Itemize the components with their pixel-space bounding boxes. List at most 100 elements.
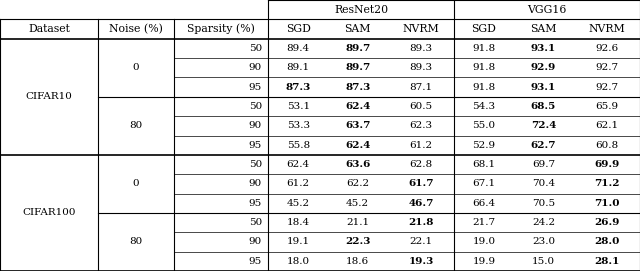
Text: 71.0: 71.0 <box>594 199 620 208</box>
Text: 95: 95 <box>249 199 262 208</box>
Text: 19.1: 19.1 <box>287 237 310 246</box>
Text: 19.0: 19.0 <box>472 237 495 246</box>
Text: 62.8: 62.8 <box>410 160 433 169</box>
Text: SAM: SAM <box>344 24 371 34</box>
Text: 50: 50 <box>249 102 262 111</box>
Text: 95: 95 <box>249 141 262 150</box>
Text: 15.0: 15.0 <box>532 257 555 266</box>
Text: 53.3: 53.3 <box>287 121 310 130</box>
Text: 54.3: 54.3 <box>472 102 495 111</box>
Text: 70.4: 70.4 <box>532 179 555 188</box>
Text: 89.3: 89.3 <box>410 63 433 72</box>
Text: 28.0: 28.0 <box>594 237 620 246</box>
Text: SAM: SAM <box>531 24 557 34</box>
Text: 65.9: 65.9 <box>595 102 618 111</box>
Text: 50: 50 <box>249 44 262 53</box>
Text: SGD: SGD <box>286 24 310 34</box>
Text: 46.7: 46.7 <box>408 199 433 208</box>
Text: 90: 90 <box>249 63 262 72</box>
Text: 22.1: 22.1 <box>410 237 433 246</box>
Text: 91.8: 91.8 <box>472 44 495 53</box>
Text: 21.1: 21.1 <box>346 218 369 227</box>
Text: 91.8: 91.8 <box>472 63 495 72</box>
Text: 89.4: 89.4 <box>287 44 310 53</box>
Text: 24.2: 24.2 <box>532 218 555 227</box>
Text: 92.9: 92.9 <box>531 63 556 72</box>
Text: 19.9: 19.9 <box>472 257 495 266</box>
Text: 95: 95 <box>249 83 262 92</box>
Text: 60.5: 60.5 <box>410 102 433 111</box>
Text: 61.2: 61.2 <box>287 179 310 188</box>
Text: 87.1: 87.1 <box>410 83 433 92</box>
Text: 63.6: 63.6 <box>345 160 371 169</box>
Text: 62.4: 62.4 <box>345 102 371 111</box>
Text: 18.4: 18.4 <box>287 218 310 227</box>
Text: 66.4: 66.4 <box>472 199 495 208</box>
Text: 53.1: 53.1 <box>287 102 310 111</box>
Text: 63.7: 63.7 <box>345 121 371 130</box>
Text: 22.3: 22.3 <box>345 237 371 246</box>
Text: 93.1: 93.1 <box>531 44 556 53</box>
Text: CIFAR100: CIFAR100 <box>22 208 76 217</box>
Text: 70.5: 70.5 <box>532 199 555 208</box>
Text: 90: 90 <box>249 121 262 130</box>
Text: 71.2: 71.2 <box>594 179 620 188</box>
Text: 89.7: 89.7 <box>345 44 371 53</box>
Text: 62.1: 62.1 <box>595 121 618 130</box>
Text: 52.9: 52.9 <box>472 141 495 150</box>
Text: 69.7: 69.7 <box>532 160 555 169</box>
Text: 18.0: 18.0 <box>287 257 310 266</box>
Text: 55.0: 55.0 <box>472 121 495 130</box>
Text: 89.7: 89.7 <box>345 63 371 72</box>
Text: 87.3: 87.3 <box>345 83 371 92</box>
Text: 21.8: 21.8 <box>408 218 433 227</box>
Text: 23.0: 23.0 <box>532 237 555 246</box>
Text: 95: 95 <box>249 257 262 266</box>
Text: NVRM: NVRM <box>403 24 439 34</box>
Text: 89.1: 89.1 <box>287 63 310 72</box>
Text: SGD: SGD <box>472 24 497 34</box>
Text: 55.8: 55.8 <box>287 141 310 150</box>
Text: 92.6: 92.6 <box>595 44 618 53</box>
Text: 62.4: 62.4 <box>345 141 371 150</box>
Text: 0: 0 <box>132 179 140 188</box>
Text: Sparsity (%): Sparsity (%) <box>188 24 255 34</box>
Text: 45.2: 45.2 <box>287 199 310 208</box>
Text: 92.7: 92.7 <box>595 63 618 72</box>
Text: 61.2: 61.2 <box>410 141 433 150</box>
Text: 61.7: 61.7 <box>408 179 434 188</box>
Text: 72.4: 72.4 <box>531 121 556 130</box>
Text: 69.9: 69.9 <box>594 160 620 169</box>
Text: Noise (%): Noise (%) <box>109 24 163 34</box>
Text: 21.7: 21.7 <box>472 218 495 227</box>
Text: 62.3: 62.3 <box>410 121 433 130</box>
Text: 50: 50 <box>249 218 262 227</box>
Text: 28.1: 28.1 <box>594 257 620 266</box>
Text: 45.2: 45.2 <box>346 199 369 208</box>
Text: 92.7: 92.7 <box>595 83 618 92</box>
Text: 67.1: 67.1 <box>472 179 495 188</box>
Text: 18.6: 18.6 <box>346 257 369 266</box>
Text: 50: 50 <box>249 160 262 169</box>
Text: 26.9: 26.9 <box>594 218 620 227</box>
Text: 93.1: 93.1 <box>531 83 556 92</box>
Text: 68.1: 68.1 <box>472 160 495 169</box>
Text: Dataset: Dataset <box>28 24 70 34</box>
Text: 62.2: 62.2 <box>346 179 369 188</box>
Text: 0: 0 <box>132 63 140 72</box>
Text: NVRM: NVRM <box>588 24 625 34</box>
Text: 87.3: 87.3 <box>285 83 311 92</box>
Text: CIFAR10: CIFAR10 <box>26 92 72 101</box>
Text: 19.3: 19.3 <box>408 257 433 266</box>
Text: 60.8: 60.8 <box>595 141 618 150</box>
Text: 68.5: 68.5 <box>531 102 556 111</box>
Text: 91.8: 91.8 <box>472 83 495 92</box>
Text: 90: 90 <box>249 237 262 246</box>
Text: 62.7: 62.7 <box>531 141 556 150</box>
Text: 80: 80 <box>129 237 143 246</box>
Text: ResNet20: ResNet20 <box>334 5 388 15</box>
Text: 89.3: 89.3 <box>410 44 433 53</box>
Text: 80: 80 <box>129 121 143 130</box>
Text: 62.4: 62.4 <box>287 160 310 169</box>
Text: 90: 90 <box>249 179 262 188</box>
